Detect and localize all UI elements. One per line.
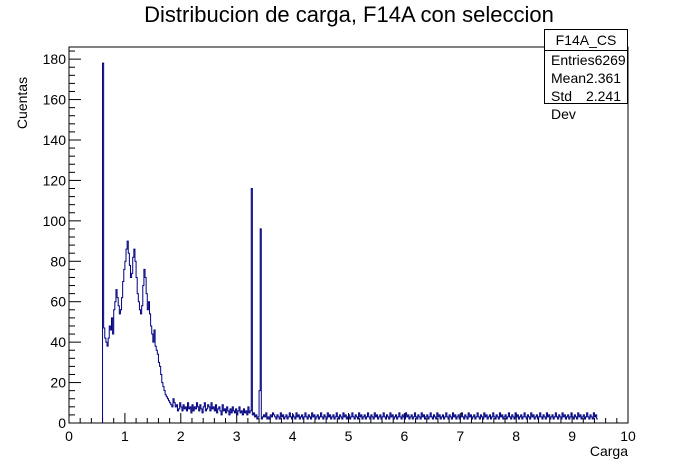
y-tick-label: 180 (43, 51, 67, 67)
y-tick-label: 20 (50, 375, 66, 391)
x-tick-label: 4 (289, 428, 297, 444)
y-tick-label: 100 (43, 213, 67, 229)
x-tick-label: 5 (345, 428, 353, 444)
stats-std-row: Std Dev 2.241 (545, 87, 627, 122)
y-tick-label: 80 (50, 253, 66, 269)
y-tick-label: 120 (43, 172, 67, 188)
x-tick-label: 10 (620, 428, 636, 444)
histogram-series-line (102, 62, 598, 423)
x-tick-label: 9 (568, 428, 576, 444)
x-tick-label: 8 (512, 428, 520, 444)
y-tick-label: 160 (43, 92, 67, 108)
y-axis-label: Cuentas (14, 77, 30, 129)
stats-box: F14A_CS Entries 6269 Mean 2.361 Std Dev … (544, 29, 628, 122)
std-label: Std Dev (551, 88, 576, 122)
stats-mean-row: Mean 2.361 (545, 69, 627, 87)
std-value: 2.241 (585, 88, 621, 104)
y-tick-label: 140 (43, 132, 67, 148)
y-tick-label: 40 (50, 334, 66, 350)
mean-value: 2.361 (586, 70, 622, 86)
stats-entries-row: Entries 6269 (545, 51, 627, 69)
x-tick-label: 7 (456, 428, 464, 444)
entries-value: 6269 (594, 52, 626, 68)
mean-label: Mean (551, 70, 587, 86)
x-tick-label: 1 (121, 428, 129, 444)
y-tick-label: 0 (58, 415, 66, 431)
y-tick-label: 60 (50, 294, 66, 310)
chart-title: Distribucion de carga, F14A con seleccio… (144, 2, 554, 27)
x-tick-label: 0 (65, 428, 73, 444)
stats-title: F14A_CS (545, 30, 627, 51)
x-tick-label: 3 (233, 428, 241, 444)
x-tick-label: 2 (177, 428, 185, 444)
x-axis-label: Carga (590, 443, 628, 459)
x-tick-label: 6 (401, 428, 409, 444)
entries-label: Entries (551, 52, 595, 68)
